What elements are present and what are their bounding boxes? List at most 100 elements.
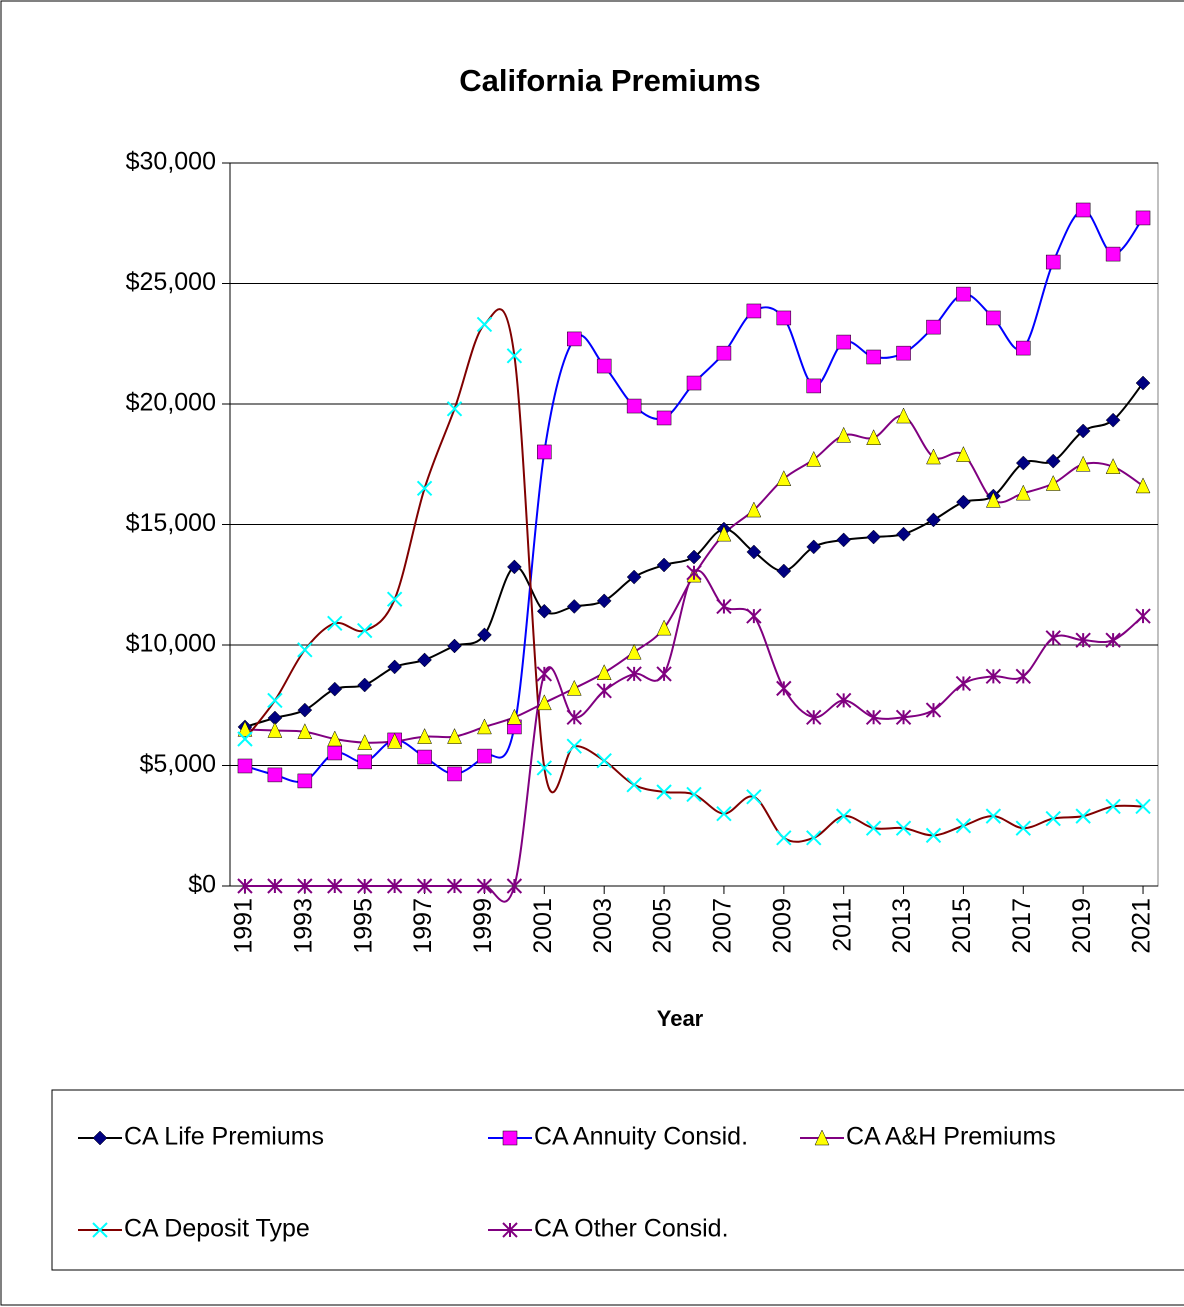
x-tick-label: 2021 (1128, 898, 1156, 954)
marker (357, 734, 373, 750)
marker (925, 702, 942, 718)
marker (896, 345, 911, 361)
marker (417, 749, 432, 765)
marker (447, 766, 462, 782)
marker (1105, 798, 1121, 815)
marker (686, 375, 702, 391)
marker (566, 599, 582, 614)
marker (596, 593, 612, 609)
marker (566, 679, 582, 696)
marker (297, 723, 313, 740)
marker (237, 758, 253, 774)
marker (267, 878, 283, 894)
marker (656, 557, 672, 573)
marker (926, 448, 941, 465)
marker (776, 310, 792, 326)
marker (596, 664, 612, 680)
marker (506, 708, 522, 725)
marker (327, 745, 343, 761)
marker (626, 398, 642, 414)
y-tick-label: $10,000 (126, 630, 216, 658)
marker (327, 878, 343, 894)
marker (776, 470, 792, 486)
legend-label: CA Other Consid. (534, 1215, 729, 1243)
marker (1135, 798, 1151, 815)
marker (806, 830, 822, 846)
marker (387, 732, 403, 749)
x-tick-label: 2013 (888, 898, 916, 954)
marker (1015, 820, 1031, 836)
marker (596, 752, 612, 769)
marker (716, 345, 732, 361)
marker (297, 642, 313, 658)
marker (776, 830, 792, 846)
marker (92, 1130, 108, 1146)
marker (267, 767, 283, 783)
marker (985, 808, 1002, 824)
marker (357, 622, 373, 639)
marker (1075, 202, 1091, 218)
marker (536, 760, 553, 776)
marker (1105, 458, 1121, 474)
x-tick-label: 2015 (948, 898, 976, 954)
marker (835, 808, 852, 824)
marker (536, 694, 552, 711)
marker (926, 319, 941, 335)
marker (596, 683, 612, 699)
marker (566, 709, 582, 726)
marker (746, 501, 762, 518)
marker (537, 444, 552, 460)
legend-label: CA A&H Premiums (846, 1123, 1056, 1151)
marker (267, 692, 283, 709)
marker (656, 410, 672, 426)
marker (446, 878, 463, 894)
x-tick-label: 2017 (1008, 898, 1036, 954)
y-tick-label: $5,000 (140, 750, 216, 778)
marker (1045, 474, 1061, 491)
x-tick-label: 1995 (349, 898, 377, 954)
marker (955, 675, 972, 692)
marker (955, 818, 972, 834)
x-axis-label: Year (657, 1006, 704, 1031)
marker (1135, 477, 1151, 494)
marker (746, 544, 762, 560)
marker (865, 820, 882, 836)
marker (447, 638, 462, 654)
y-tick-label: $15,000 (126, 509, 216, 537)
marker (1045, 630, 1061, 646)
marker (536, 603, 552, 619)
marker (716, 805, 732, 822)
marker (357, 677, 373, 693)
marker (836, 334, 851, 350)
marker (502, 1130, 518, 1146)
marker (746, 303, 762, 319)
marker (926, 512, 941, 528)
series-line (244, 308, 1144, 843)
series-line (244, 569, 1144, 903)
x-tick-label: 1991 (230, 898, 258, 954)
marker (895, 709, 912, 726)
marker (387, 659, 402, 675)
marker (895, 820, 912, 836)
marker (92, 1222, 108, 1238)
marker (866, 429, 882, 445)
marker (1045, 254, 1061, 270)
marker (686, 786, 702, 803)
marker (686, 549, 702, 565)
marker (566, 738, 582, 754)
marker (1105, 632, 1121, 648)
marker (596, 358, 612, 374)
x-tick-label: 2009 (768, 898, 796, 954)
x-tick-label: 2003 (589, 898, 617, 954)
marker (327, 730, 343, 747)
marker (686, 564, 702, 581)
x-tick-label: 2011 (828, 898, 856, 952)
marker (446, 401, 463, 417)
marker (327, 615, 343, 632)
marker (1015, 668, 1031, 685)
marker (866, 529, 881, 545)
marker (836, 532, 852, 548)
marker (237, 720, 253, 737)
